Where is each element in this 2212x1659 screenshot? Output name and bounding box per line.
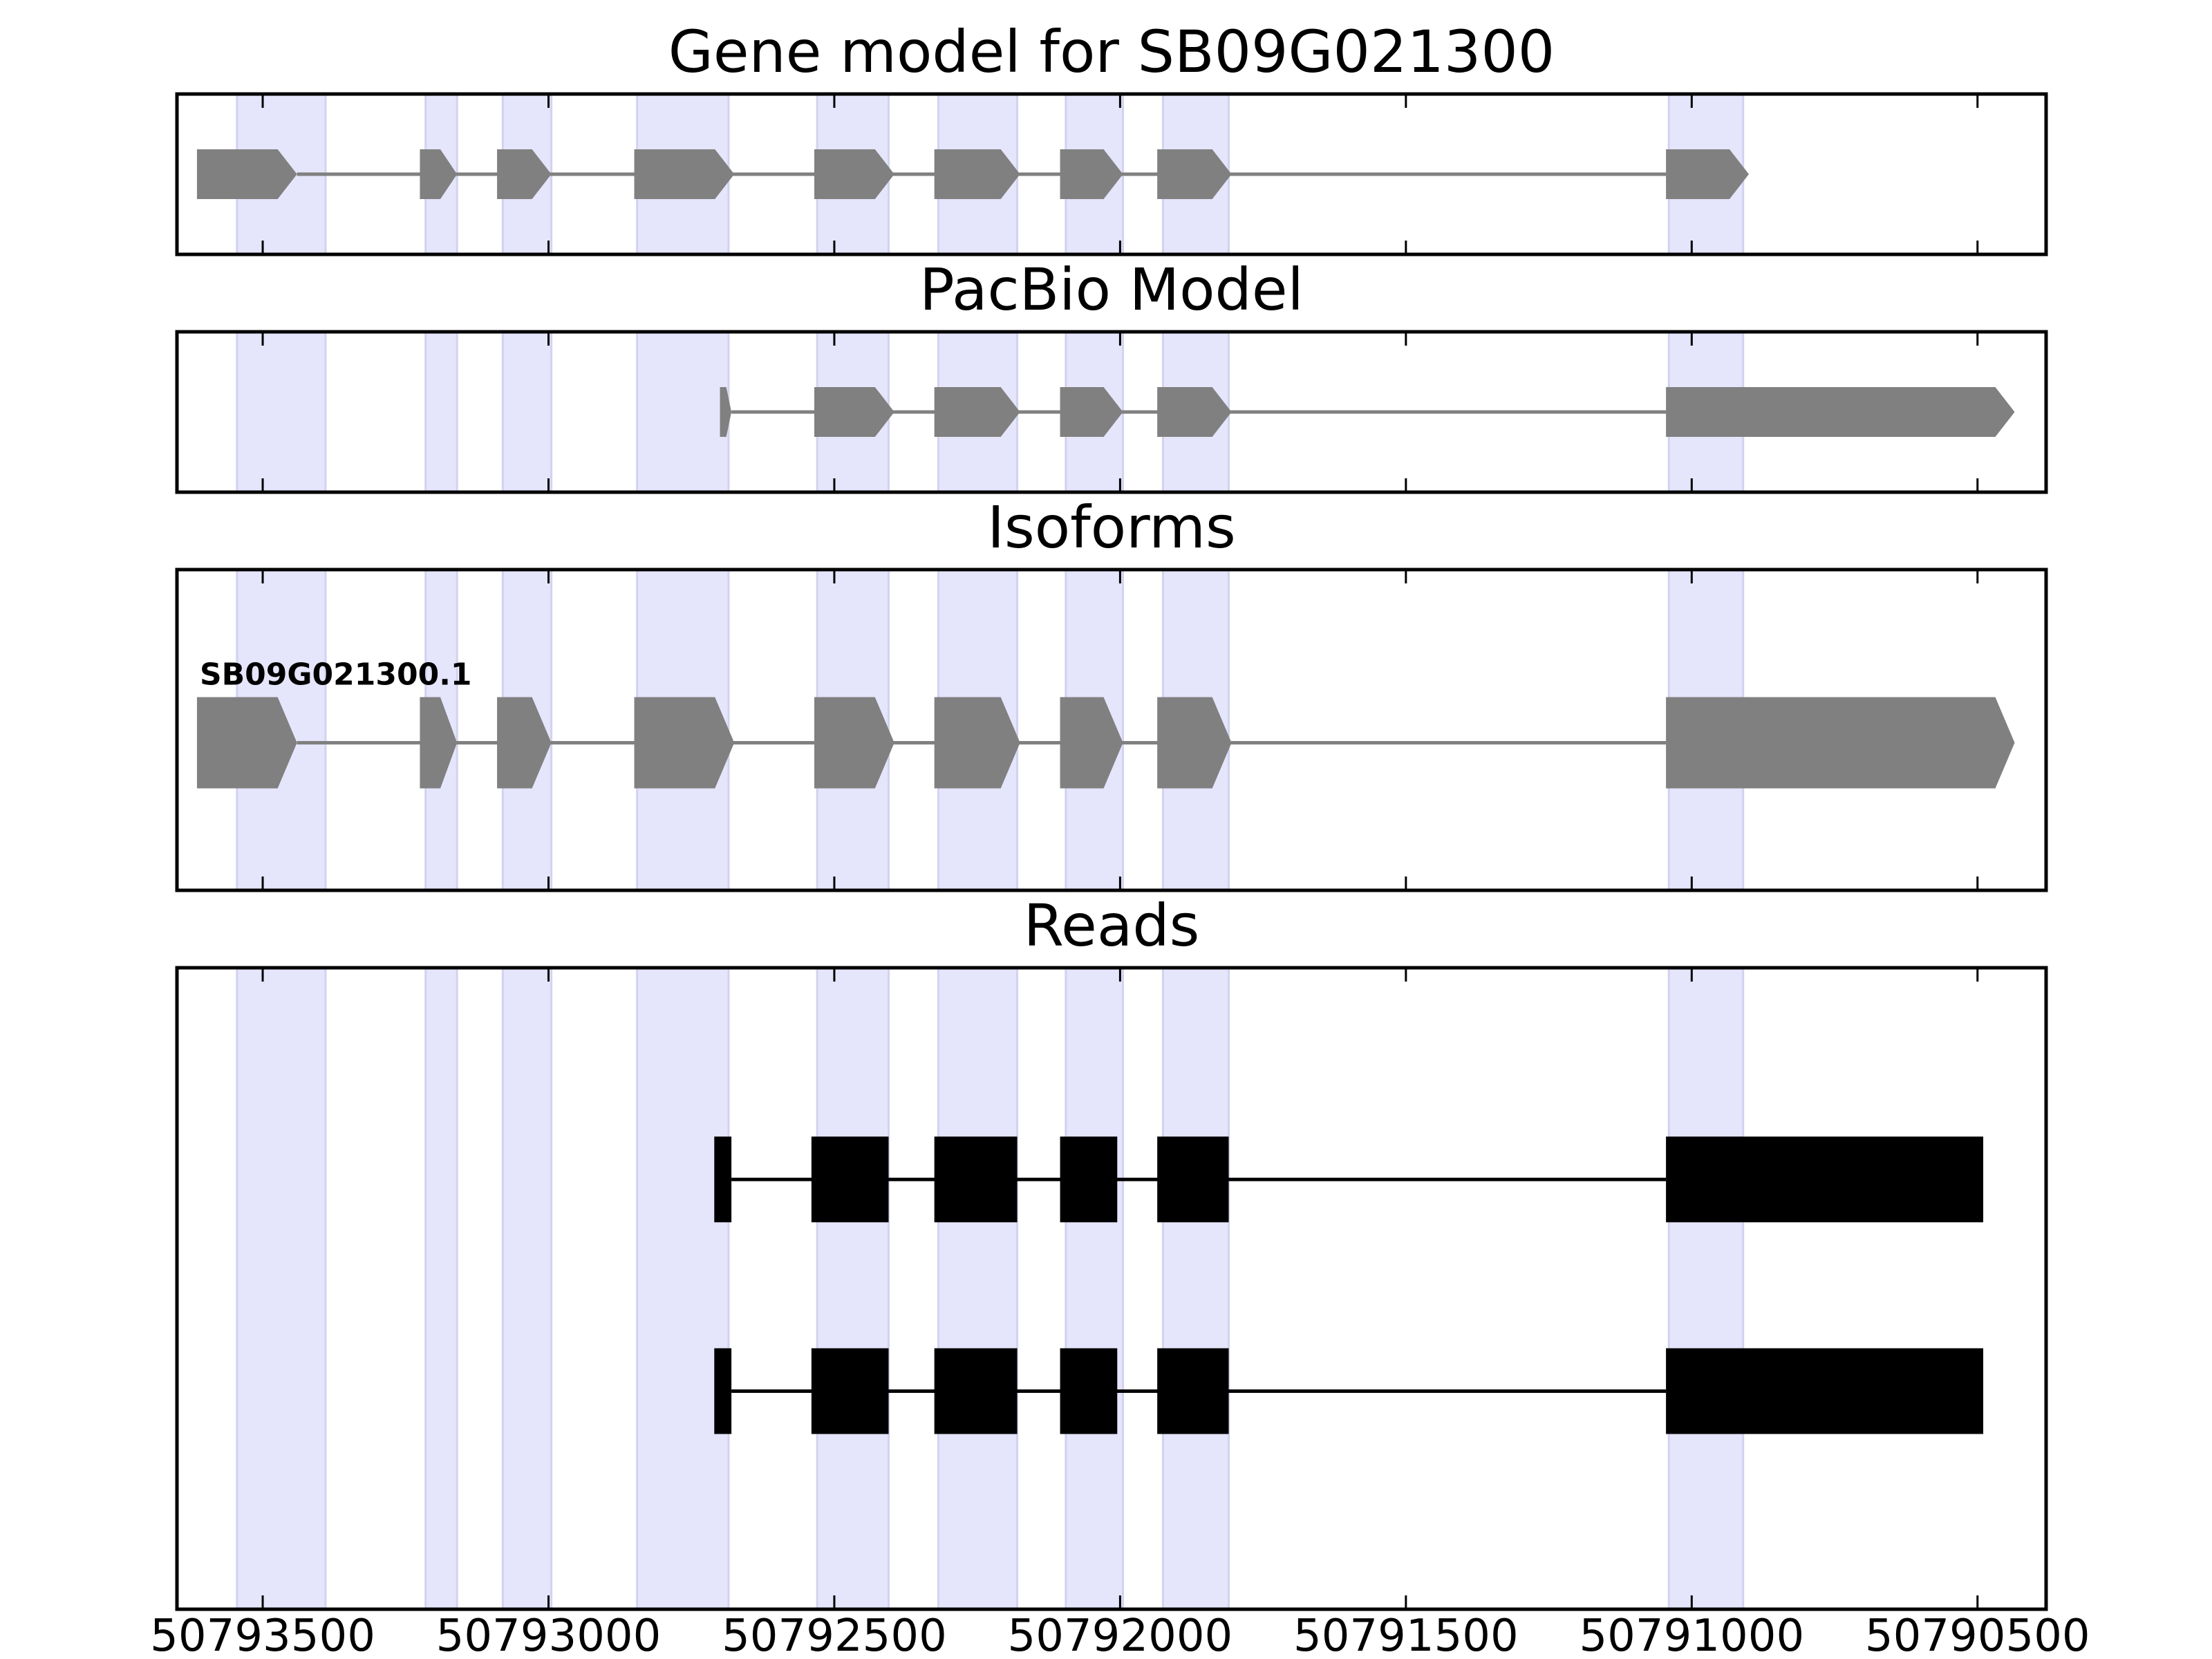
exon-highlight-band [937,966,1019,1611]
exon-arrow [934,697,1020,789]
exon-arrow [720,387,732,437]
x-tick-label: 50793000 [436,1611,662,1659]
exon-block [811,1136,889,1223]
exon-block [934,1136,1018,1223]
exon-arrow [497,697,552,789]
exon-highlight-band [424,966,458,1611]
exon-arrow [634,697,735,789]
exon-arrow [934,387,1020,437]
exon-arrow [497,149,552,199]
panel-title: Isoforms [987,494,1236,561]
exon-highlight-band [816,966,890,1611]
exon-highlight-band [501,330,553,494]
exon-arrow [420,149,458,199]
read-alignment [714,1348,1984,1434]
exon-highlight-band [236,966,327,1611]
exon-arrow [634,149,735,199]
panel-isoforms: Isoforms SB09G021300.1 [175,494,2048,892]
exon-arrow [934,149,1020,199]
exon-highlight-band [1667,966,1745,1611]
x-tick-label: 50793500 [150,1611,375,1659]
exon-arrow [1157,387,1232,437]
exon-arrow [814,149,894,199]
transcript-model [720,387,2015,437]
panel-frame [175,568,2048,892]
exon-highlight-band [1161,966,1230,1611]
panel-title: Gene model for SB09G021300 [668,18,1555,86]
exon-arrow [196,697,297,789]
x-tick-label: 50792500 [722,1611,947,1659]
exon-arrow [420,697,458,789]
exon-arrow [1060,697,1123,789]
exon-block [1666,1348,1984,1434]
exon-arrow [814,697,894,789]
exon-highlight-band [501,966,553,1611]
x-tick-label: 50791500 [1293,1611,1519,1659]
read-alignment [714,1136,1984,1223]
exon-arrow [1060,149,1123,199]
panel-reads: Reads [175,892,2048,1611]
x-axis-tick-labels: 50793500 50793000 50792500 50792000 50791500… [150,1611,2090,1659]
x-tick-label: 50790500 [1865,1611,2090,1659]
exon-arrow [196,149,297,199]
exon-block [1157,1348,1229,1434]
panel-frame [175,92,2048,256]
x-tick-label: 50792000 [1008,1611,1233,1659]
exon-block [934,1348,1018,1434]
exon-block [1060,1136,1118,1223]
exon-arrow [1157,697,1232,789]
exon-arrow [1666,697,2015,789]
panel-frame [175,966,2048,1611]
panel-title: PacBio Model [919,256,1304,324]
exon-block [1666,1136,1984,1223]
isoform-label: SB09G021300.1 [200,657,472,693]
exon-highlight-band [236,330,327,494]
panel-gene-model: Gene model for SB09G021300 [175,18,2048,256]
exon-highlight-band [1065,966,1125,1611]
exon-arrow [814,387,894,437]
exon-highlight-band [636,330,730,494]
exon-highlight-band [424,330,458,494]
transcript-model [196,149,1750,199]
exon-arrow [1666,149,1750,199]
exon-block [714,1348,732,1434]
panel-frame [175,330,2048,494]
exon-block [1157,1136,1229,1223]
exon-arrow [1060,387,1123,437]
exon-block [714,1136,732,1223]
exon-block [811,1348,889,1434]
exon-highlight-band [636,966,730,1611]
panel-title: Reads [1024,892,1200,959]
x-tick-label: 50791000 [1579,1611,1804,1659]
panel-pacbio-model: PacBio Model [175,256,2048,494]
exon-arrow [1666,387,2015,437]
exon-arrow [1157,149,1232,199]
transcript-model: SB09G021300.1 [196,657,2015,789]
exon-block [1060,1348,1118,1434]
